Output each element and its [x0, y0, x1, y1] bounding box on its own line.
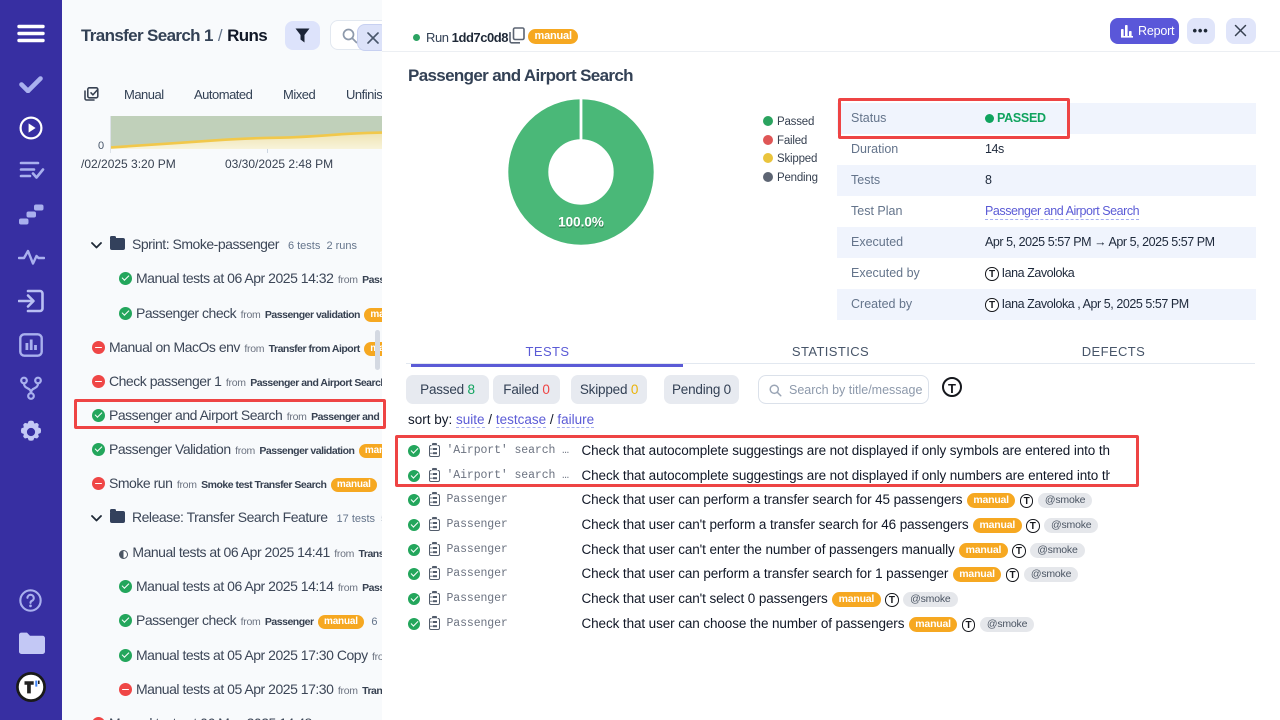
svg-text:100.0%: 100.0% [558, 215, 604, 230]
svg-text:100.0%: 100.0% [559, 216, 605, 231]
